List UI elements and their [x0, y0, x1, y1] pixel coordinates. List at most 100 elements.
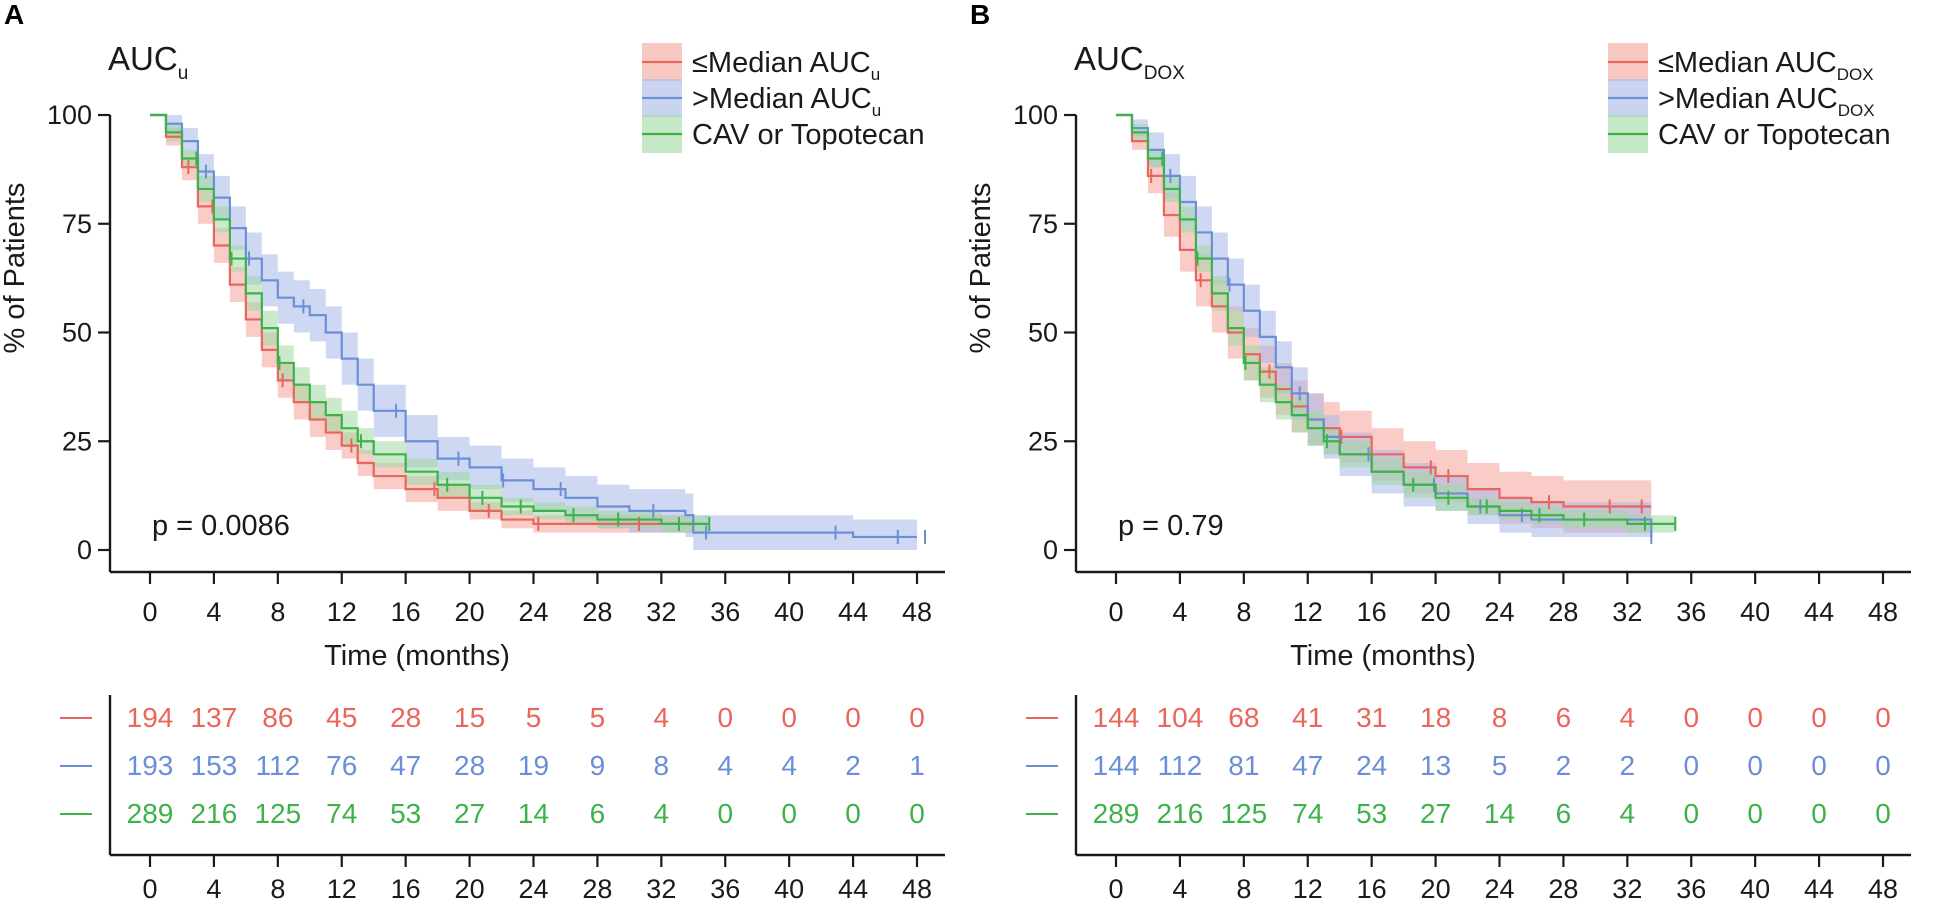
p-value-annotation-a: p = 0.0086 — [152, 510, 290, 542]
y-axis-title-a: % of Patients — [0, 183, 31, 354]
risk-count-blue: 112 — [1158, 750, 1203, 781]
risk-count-green: 53 — [390, 798, 421, 829]
km-curve-green — [150, 113, 710, 525]
p-value-annotation-b: p = 0.79 — [1118, 510, 1224, 542]
risk-x-tick-label-12: 12 — [327, 874, 357, 904]
risk-x-tick-label-8: 8 — [1236, 874, 1251, 904]
risk-count-green: 4 — [654, 798, 670, 829]
panel-a: A AUCu % of Patients Time (months) p = 0… — [0, 0, 945, 904]
y-tick-label-100: 100 — [47, 100, 92, 130]
x-tick-label-44: 44 — [838, 597, 868, 627]
ci-band-red — [150, 115, 694, 533]
risk-count-red: 6 — [1556, 702, 1572, 733]
risk-x-tick-label-12: 12 — [1293, 874, 1323, 904]
risk-x-tick-label-48: 48 — [1868, 874, 1898, 904]
legend-label-red: ≤Median AUCDOX — [1658, 47, 1874, 84]
risk-count-red: 28 — [390, 702, 421, 733]
panel-b: B AUCDOX % of Patients Time (months) p =… — [965, 0, 1911, 904]
risk-count-blue: 8 — [654, 750, 670, 781]
risk-x-tick-label-16: 16 — [1357, 874, 1387, 904]
ci-band-red — [1116, 115, 1652, 533]
risk-count-blue: 2 — [845, 750, 861, 781]
risk-count-green: 4 — [1620, 798, 1636, 829]
risk-count-blue: 24 — [1356, 750, 1387, 781]
y-axis-title-b: % of Patients — [965, 183, 997, 354]
legend-item-red: ≤Median AUCu — [642, 43, 880, 84]
x-tick-label-16: 16 — [391, 597, 421, 627]
risk-x-tick-label-24: 24 — [1484, 874, 1514, 904]
risk-x-tick-label-20: 20 — [455, 874, 485, 904]
x-tick-label-32: 32 — [646, 597, 676, 627]
y-tick-label-0: 0 — [1043, 535, 1058, 565]
chart-title-subscript-b: DOX — [1144, 63, 1186, 84]
panel-label-a: A — [4, 0, 24, 30]
risk-count-red: 0 — [781, 702, 797, 733]
x-tick-label-16: 16 — [1357, 597, 1387, 627]
risk-count-red: 144 — [1093, 702, 1140, 733]
y-tick-label-25: 25 — [62, 426, 92, 456]
risk-x-tick-label-8: 8 — [270, 874, 285, 904]
risk-count-blue: 153 — [191, 750, 238, 781]
risk-count-green: 6 — [590, 798, 606, 829]
risk-count-green: 289 — [1093, 798, 1140, 829]
risk-x-tick-label-0: 0 — [1108, 874, 1123, 904]
risk-count-blue: 47 — [390, 750, 421, 781]
risk-count-green: 14 — [1484, 798, 1515, 829]
risk-count-red: 41 — [1292, 702, 1323, 733]
risk-count-green: 74 — [1292, 798, 1323, 829]
x-tick-label-48: 48 — [1868, 597, 1898, 627]
km-curve-green — [1116, 113, 1676, 525]
x-axis-title-a: Time (months) — [324, 640, 510, 672]
risk-count-blue: 0 — [1683, 750, 1699, 781]
risk-count-blue: 9 — [590, 750, 606, 781]
risk-count-blue: 76 — [326, 750, 357, 781]
risk-x-tick-label-44: 44 — [838, 874, 868, 904]
x-tick-label-24: 24 — [1484, 597, 1514, 627]
risk-count-red: 18 — [1420, 702, 1451, 733]
risk-count-red: 68 — [1228, 702, 1259, 733]
risk-count-blue: 28 — [454, 750, 485, 781]
risk-count-red: 15 — [454, 702, 485, 733]
x-tick-label-20: 20 — [455, 597, 485, 627]
risk-count-green: 53 — [1356, 798, 1387, 829]
risk-count-red: 0 — [1811, 702, 1827, 733]
x-tick-label-28: 28 — [582, 597, 612, 627]
legend-item-blue: >Median AUCu — [642, 79, 881, 120]
risk-count-red: 0 — [845, 702, 861, 733]
risk-count-red: 0 — [909, 702, 925, 733]
x-tick-label-0: 0 — [1108, 597, 1123, 627]
x-tick-label-28: 28 — [1548, 597, 1578, 627]
risk-x-tick-label-32: 32 — [646, 874, 676, 904]
x-tick-label-12: 12 — [327, 597, 357, 627]
risk-count-blue: 0 — [1747, 750, 1763, 781]
risk-x-tick-label-0: 0 — [142, 874, 157, 904]
risk-count-green: 0 — [781, 798, 797, 829]
risk-count-red: 5 — [590, 702, 606, 733]
risk-count-red: 104 — [1157, 702, 1204, 733]
panel-label-b: B — [970, 0, 990, 30]
legend-label-green: CAV or Topotecan — [1658, 119, 1891, 151]
risk-count-red: 86 — [262, 702, 293, 733]
risk-count-green: 0 — [1683, 798, 1699, 829]
legend-label-blue: >Median AUCDOX — [1658, 83, 1875, 120]
risk-count-red: 4 — [654, 702, 670, 733]
km-curve-blue — [150, 113, 917, 539]
x-tick-label-4: 4 — [1172, 597, 1187, 627]
risk-count-red: 0 — [717, 702, 733, 733]
risk-count-green: 14 — [518, 798, 549, 829]
risk-count-red: 45 — [326, 702, 357, 733]
risk-count-green: 0 — [717, 798, 733, 829]
risk-x-tick-label-28: 28 — [1548, 874, 1578, 904]
y-tick-label-100: 100 — [1013, 100, 1058, 130]
risk-count-green: 0 — [845, 798, 861, 829]
legend-item-green: CAV or Topotecan — [1608, 115, 1891, 153]
risk-count-red: 8 — [1492, 702, 1508, 733]
risk-count-green: 125 — [1220, 798, 1267, 829]
x-tick-label-4: 4 — [206, 597, 221, 627]
risk-count-green: 27 — [454, 798, 485, 829]
risk-count-blue: 5 — [1492, 750, 1508, 781]
